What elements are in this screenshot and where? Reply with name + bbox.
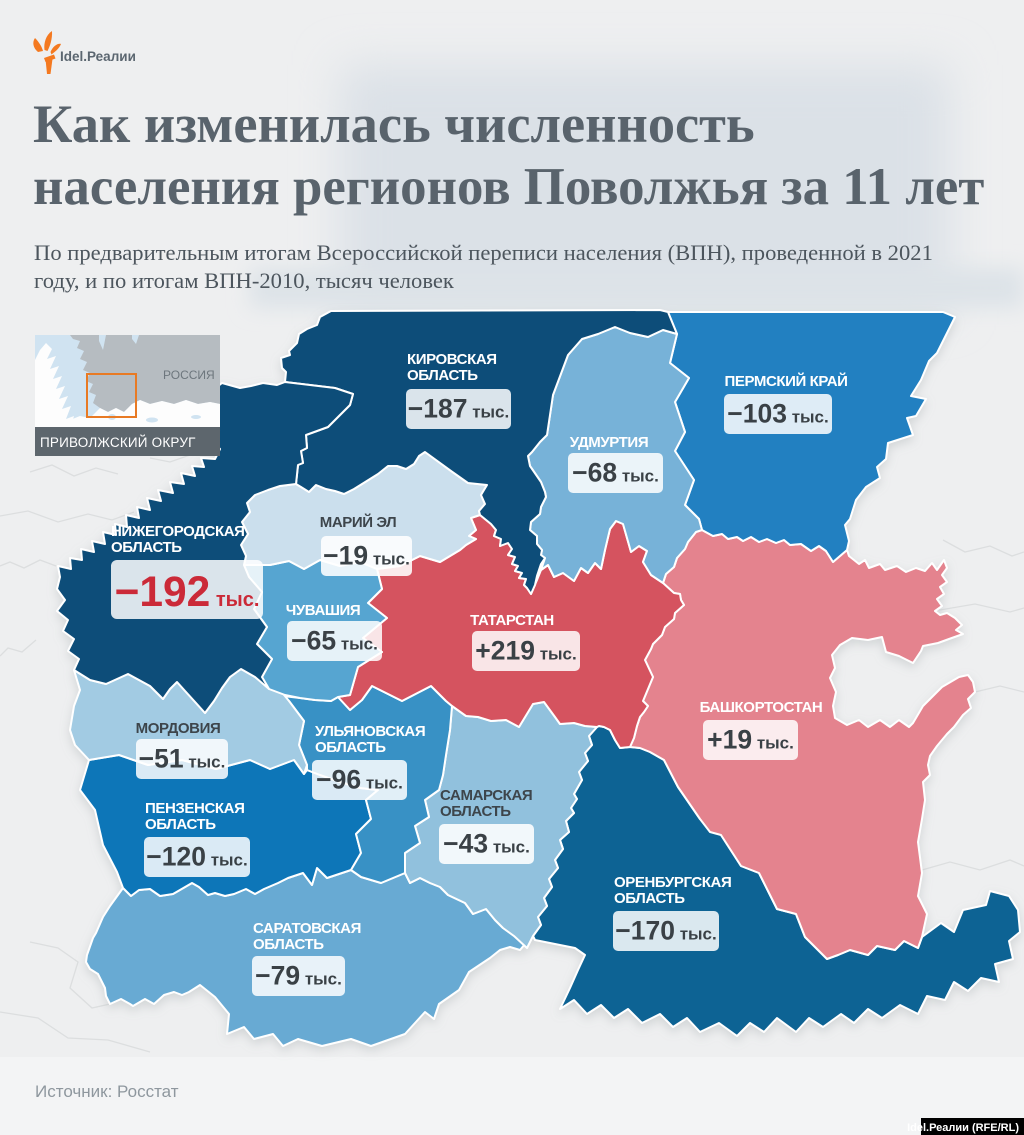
svg-text:−120 тыс.: −120 тыс. [146, 842, 247, 872]
svg-text:УДМУРТИЯ: УДМУРТИЯ [570, 434, 648, 451]
svg-text:Источник: Росстат: Источник: Росстат [35, 1082, 179, 1101]
svg-text:НИЖЕГОРОДСКАЯ: НИЖЕГОРОДСКАЯ [111, 523, 245, 540]
svg-text:−170 тыс.: −170 тыс. [615, 916, 716, 946]
svg-text:МОРДОВИЯ: МОРДОВИЯ [136, 720, 221, 737]
svg-text:КИРОВСКАЯ: КИРОВСКАЯ [407, 351, 497, 368]
svg-text:БАШКОРТОСТАН: БАШКОРТОСТАН [700, 699, 823, 716]
svg-text:Idel.Реалии (RFE/RL): Idel.Реалии (RFE/RL) [907, 1122, 1019, 1134]
svg-text:ОРЕНБУРГСКАЯ: ОРЕНБУРГСКАЯ [614, 874, 731, 891]
svg-text:ЧУВАШИЯ: ЧУВАШИЯ [286, 602, 361, 619]
svg-text:−19 тыс.: −19 тыс. [323, 541, 410, 571]
svg-text:ПЕНЗЕНСКАЯ: ПЕНЗЕНСКАЯ [145, 800, 244, 817]
svg-text:−68 тыс.: −68 тыс. [572, 458, 659, 488]
svg-text:−192 тыс.: −192 тыс. [115, 569, 260, 616]
svg-text:МАРИЙ ЭЛ: МАРИЙ ЭЛ [320, 513, 397, 531]
svg-text:ОБЛАСТЬ: ОБЛАСТЬ [111, 539, 182, 556]
svg-text:По предварительным итогам Всер: По предварительным итогам Всероссийской … [34, 240, 933, 265]
svg-text:ТАТАРСТАН: ТАТАРСТАН [470, 612, 554, 629]
svg-text:ОБЛАСТЬ: ОБЛАСТЬ [145, 816, 216, 833]
svg-text:САРАТОВСКАЯ: САРАТОВСКАЯ [253, 920, 361, 937]
svg-text:−65 тыс.: −65 тыс. [291, 626, 378, 656]
svg-text:−187 тыс.: −187 тыс. [408, 394, 509, 424]
svg-text:населения регионов Поволжья за: населения регионов Поволжья за 11 лет [33, 158, 984, 216]
svg-text:+219 тыс.: +219 тыс. [475, 636, 576, 666]
svg-text:Idel.Реалии: Idel.Реалии [60, 49, 136, 64]
svg-text:ПРИВОЛЖСКИЙ ОКРУГ: ПРИВОЛЖСКИЙ ОКРУГ [40, 435, 196, 450]
svg-text:ПЕРМСКИЙ КРАЙ: ПЕРМСКИЙ КРАЙ [724, 372, 847, 390]
svg-text:+19 тыс.: +19 тыс. [707, 725, 794, 755]
svg-text:ОБЛАСТЬ: ОБЛАСТЬ [253, 936, 324, 953]
svg-text:−103 тыс.: −103 тыс. [727, 399, 828, 429]
svg-text:−51 тыс.: −51 тыс. [139, 744, 226, 774]
svg-text:ОБЛАСТЬ: ОБЛАСТЬ [614, 890, 685, 907]
svg-text:ОБЛАСТЬ: ОБЛАСТЬ [440, 803, 511, 820]
svg-text:−96 тыс.: −96 тыс. [316, 765, 403, 795]
svg-text:САМАРСКАЯ: САМАРСКАЯ [440, 787, 532, 804]
svg-text:УЛЬЯНОВСКАЯ: УЛЬЯНОВСКАЯ [315, 723, 425, 740]
svg-text:ОБЛАСТЬ: ОБЛАСТЬ [407, 367, 478, 384]
svg-text:году, и по итогам ВПН-2010, ты: году, и по итогам ВПН-2010, тысяч челове… [34, 268, 454, 293]
svg-text:ОБЛАСТЬ: ОБЛАСТЬ [315, 739, 386, 756]
svg-text:РОССИЯ: РОССИЯ [163, 368, 215, 382]
svg-text:−43 тыс.: −43 тыс. [443, 829, 530, 859]
svg-text:−79 тыс.: −79 тыс. [255, 961, 342, 991]
svg-text:Как изменилась численность: Как изменилась численность [33, 94, 755, 154]
